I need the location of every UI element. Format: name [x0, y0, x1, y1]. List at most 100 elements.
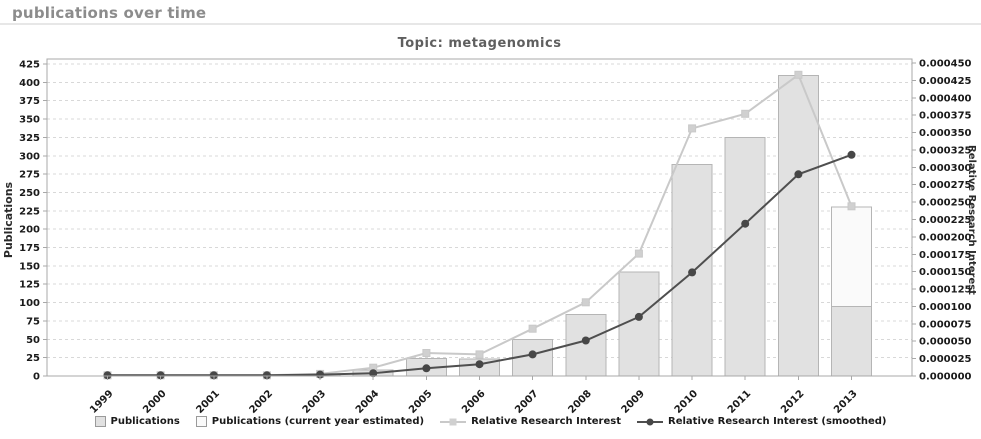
legend-item: Publications (current year estimated): [195, 416, 425, 427]
rri-smoothed-line: [103, 150, 856, 380]
data-point: [262, 371, 271, 380]
x-tick-label: 2007: [513, 388, 540, 415]
bar: [565, 313, 607, 377]
svg-text:0.000425: 0.000425: [919, 76, 972, 87]
svg-text:0.000250: 0.000250: [919, 198, 972, 209]
svg-text:0.000000: 0.000000: [919, 372, 972, 383]
x-tick-label: 2000: [141, 388, 168, 415]
gridlines: [47, 63, 912, 359]
svg-text:0.000225: 0.000225: [919, 215, 972, 226]
legend-item: Relative Research Interest (smoothed): [637, 416, 887, 427]
data-point: [581, 298, 590, 307]
svg-text:0.000325: 0.000325: [919, 145, 972, 156]
svg-text:0.000300: 0.000300: [919, 163, 972, 174]
x-tick-label: 1999: [88, 388, 115, 415]
bar-estimated: [831, 206, 872, 307]
svg-text:225: 225: [19, 206, 40, 217]
svg-text:50: 50: [26, 335, 40, 346]
right-axis-title: Relative Research Interest: [966, 145, 977, 295]
data-point: [794, 170, 803, 179]
data-point: [847, 202, 856, 211]
data-point: [847, 150, 856, 159]
x-tick-label: 2010: [673, 388, 700, 415]
data-point: [634, 312, 643, 321]
data-point: [475, 360, 484, 369]
chart-legend: Publications Publications (current year e…: [0, 416, 981, 427]
svg-text:100: 100: [19, 298, 40, 309]
bar: [831, 305, 872, 377]
legend-label: Relative Research Interest (smoothed): [668, 416, 887, 427]
data-point: [581, 336, 590, 345]
svg-text:0.000275: 0.000275: [919, 180, 972, 191]
data-point: [103, 371, 112, 380]
svg-text:0.000350: 0.000350: [919, 128, 972, 139]
svg-text:175: 175: [19, 243, 40, 254]
svg-text:125: 125: [19, 280, 40, 291]
x-tick-label: 2012: [779, 388, 806, 415]
svg-text:0.000150: 0.000150: [919, 267, 972, 278]
x-tick-label: 2013: [832, 388, 859, 415]
legend-swatch-line-circle: [637, 418, 663, 425]
chart-title: Topic: metagenomics: [397, 36, 562, 51]
svg-text:250: 250: [19, 188, 40, 199]
data-point: [741, 109, 750, 118]
page-header: publications over time: [0, 0, 981, 25]
data-point: [422, 349, 431, 357]
data-point: [528, 324, 537, 333]
legend-label: Relative Research Interest: [471, 416, 621, 427]
data-point: [369, 369, 378, 378]
svg-text:0.000200: 0.000200: [919, 232, 972, 243]
circle-marker-icon: [646, 418, 654, 425]
square-marker-icon: [449, 418, 457, 425]
legend-label: Publications: [110, 416, 180, 427]
legend-swatch-bar: [94, 416, 106, 427]
page-title: publications over time: [12, 4, 207, 22]
x-tick-label: 2002: [248, 388, 275, 415]
legend-swatch-line-square: [440, 418, 467, 425]
data-point: [422, 364, 431, 373]
svg-text:25: 25: [26, 353, 40, 364]
x-tick-label: 2006: [460, 388, 487, 415]
x-tick-label: 2001: [194, 388, 221, 415]
x-tick-label: 2004: [354, 388, 381, 415]
x-axis: 1999 2000 2001 2002 2003 2004 2005 2006 2007 2008…: [88, 376, 860, 415]
svg-text:350: 350: [19, 115, 40, 126]
svg-text:300: 300: [19, 151, 40, 162]
legend-swatch-bar-estimated: [195, 416, 207, 427]
x-tick-label: 2008: [566, 388, 593, 415]
x-tick-label: 2009: [620, 388, 647, 415]
chart-canvas: 0 25 50 75 100 125 150 175 200 225 250 275 300 325 350…: [2, 58, 977, 415]
left-axis: 0 25 50 75 100 125 150 175 200 225 250 275 300 325 350…: [2, 60, 47, 383]
svg-text:75: 75: [26, 316, 40, 327]
left-axis-title: Publications: [2, 181, 15, 258]
svg-text:0.000375: 0.000375: [919, 111, 972, 122]
right-axis: 0.000000 0.000025 0.000050 0.000075 0.000100…: [912, 59, 977, 383]
svg-text:375: 375: [19, 96, 40, 107]
x-tick-label: 2005: [407, 388, 434, 415]
svg-text:275: 275: [19, 170, 40, 181]
svg-text:0.000125: 0.000125: [919, 285, 972, 296]
svg-text:0.000025: 0.000025: [919, 354, 972, 365]
bars-group: [299, 75, 872, 377]
data-point: [688, 124, 697, 133]
data-point: [316, 370, 325, 379]
data-point: [209, 371, 218, 380]
legend-label: Publications (current year estimated): [211, 416, 425, 427]
data-point: [475, 350, 484, 359]
svg-text:400: 400: [19, 78, 40, 89]
svg-text:0.000100: 0.000100: [919, 302, 972, 313]
data-point: [156, 371, 165, 380]
publications-chart: Topic: metagenomics 0 25 50 75 100 125 150 175 2…: [0, 25, 981, 439]
data-point: [688, 268, 697, 277]
svg-text:0.000400: 0.000400: [919, 93, 972, 104]
bar: [777, 75, 819, 377]
data-point: [741, 219, 750, 228]
svg-text:0: 0: [33, 372, 40, 383]
legend-item: Publications: [94, 416, 180, 427]
svg-text:0.000175: 0.000175: [919, 250, 972, 261]
svg-text:200: 200: [19, 225, 40, 236]
svg-text:0.000450: 0.000450: [919, 59, 972, 70]
x-tick-label: 2011: [726, 388, 753, 415]
data-point: [794, 70, 803, 79]
svg-text:0.000075: 0.000075: [919, 319, 972, 330]
